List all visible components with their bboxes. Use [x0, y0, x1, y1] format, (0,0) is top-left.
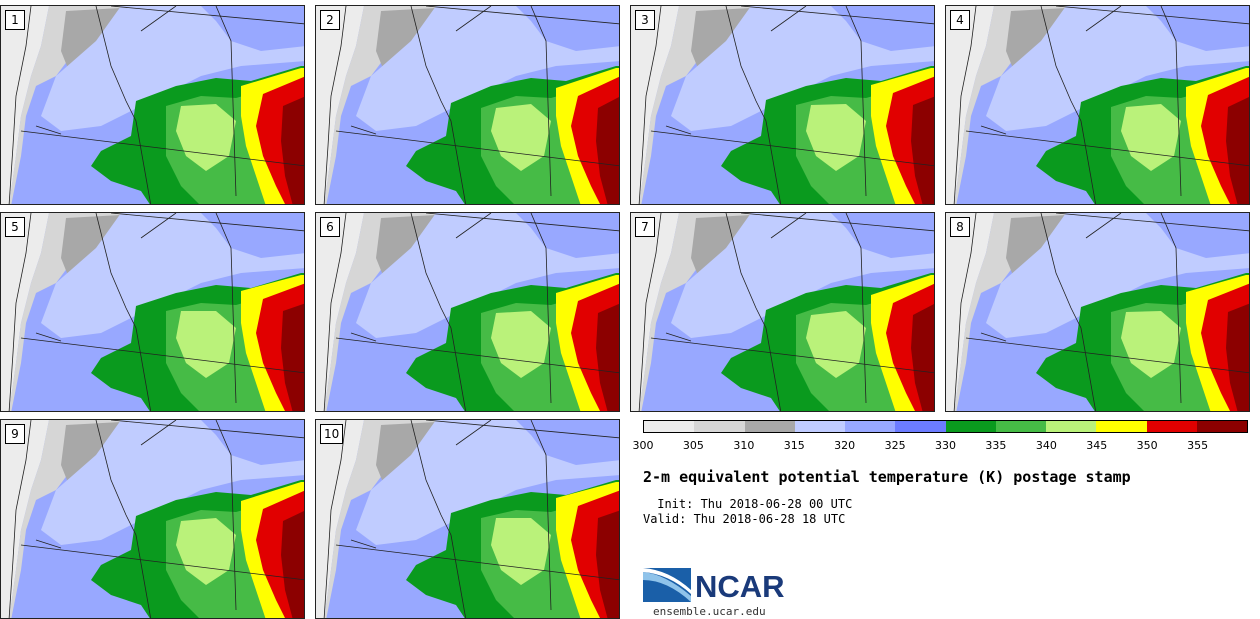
colorbar-tick-label: 305: [682, 439, 704, 452]
colorbar-tick-label: 330: [935, 439, 956, 452]
colorbar-segment: [794, 421, 845, 432]
ncar-logo[interactable]: NCAR ensemble.ucar.edu: [643, 562, 803, 618]
member-number-label: 10: [320, 424, 344, 444]
member-number-label: 5: [5, 217, 25, 237]
map-field: [1, 213, 304, 411]
colorbar-tick-label: 345: [1086, 439, 1108, 452]
postage-stamp-panel: 7: [630, 212, 935, 412]
map-field: [316, 420, 619, 618]
member-number-label: 7: [635, 217, 655, 237]
init-time: Init: Thu 2018-06-28 00 UTC: [650, 497, 853, 511]
ncar-logo-icon: [643, 568, 691, 602]
colorbar-segment: [1146, 421, 1197, 432]
colorbar-segment: [744, 421, 795, 432]
colorbar-tick-label: 300: [632, 439, 654, 452]
map-field: [946, 6, 1249, 204]
colorbar-tick-label: 340: [1035, 439, 1057, 452]
logo-text: NCAR: [695, 569, 785, 604]
postage-stamp-panel: 9: [0, 419, 305, 619]
chart-title: 2-m equivalent potential temperature (K)…: [643, 468, 1131, 486]
map-field: [1, 6, 304, 204]
member-number-label: 2: [320, 10, 340, 30]
colorbar-tick-label: 315: [783, 439, 805, 452]
colorbar-segment: [694, 421, 745, 432]
colorbar-tick-label: 320: [834, 439, 856, 452]
postage-stamp-panel: 4: [945, 5, 1250, 205]
map-field: [631, 6, 934, 204]
member-number-label: 1: [5, 10, 25, 30]
colorbar-segment: [644, 421, 695, 432]
member-number-label: 8: [950, 217, 970, 237]
member-number-label: 6: [320, 217, 340, 237]
colorbar: [643, 420, 1248, 433]
map-field: [1, 420, 304, 618]
colorbar-segment: [1046, 421, 1097, 432]
postage-stamp-panel: 6: [315, 212, 620, 412]
colorbar-segment: [945, 421, 996, 432]
postage-stamp-panel: 8: [945, 212, 1250, 412]
colorbar-tick-label: 310: [733, 439, 755, 452]
postage-stamp-panel: 10: [315, 419, 620, 619]
postage-stamp-panel: 1: [0, 5, 305, 205]
colorbar-segment: [845, 421, 896, 432]
member-number-label: 3: [635, 10, 655, 30]
map-field: [316, 213, 619, 411]
logo-url[interactable]: ensemble.ucar.edu: [653, 605, 766, 618]
colorbar-tick-label: 355: [1187, 439, 1209, 452]
colorbar-tick-label: 350: [1136, 439, 1158, 452]
colorbar-legend: 300 305 310 315 320 325 330 335 340 345 350 355: [633, 420, 1248, 452]
map-field: [946, 213, 1249, 411]
postage-stamp-panel: 2: [315, 5, 620, 205]
map-field: [316, 6, 619, 204]
colorbar-segment: [995, 421, 1046, 432]
colorbar-tick-label: 335: [985, 439, 1007, 452]
colorbar-segment: [895, 421, 946, 432]
map-field: [631, 213, 934, 411]
colorbar-segment: [1196, 421, 1247, 432]
member-number-label: 9: [5, 424, 25, 444]
colorbar-tick-label: 325: [884, 439, 906, 452]
postage-stamp-panel: 3: [630, 5, 935, 205]
valid-time: Valid: Thu 2018-06-28 18 UTC: [643, 512, 846, 526]
colorbar-segment: [1096, 421, 1147, 432]
postage-stamp-panel: 5: [0, 212, 305, 412]
member-number-label: 4: [950, 10, 970, 30]
